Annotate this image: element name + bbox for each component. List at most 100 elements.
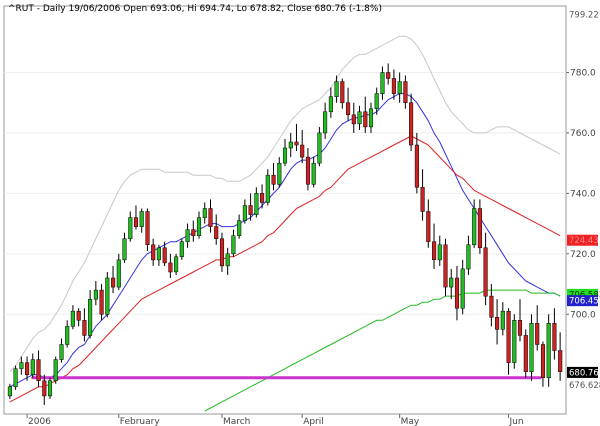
candle-body [88, 298, 93, 336]
candle-body [162, 247, 167, 264]
candle-body [311, 162, 316, 185]
candle-body [191, 229, 196, 236]
candle-body [185, 229, 190, 242]
candle-body [414, 144, 419, 188]
candle-body [443, 244, 448, 288]
candle-body [323, 111, 328, 134]
candle-body [449, 277, 454, 288]
price-tag-box [567, 288, 598, 300]
candle-body [36, 359, 41, 382]
candles-layer [7, 63, 563, 405]
x-tick-label: March [223, 417, 250, 426]
candle-body [397, 81, 402, 94]
candle-body [477, 208, 482, 249]
candle-body [391, 78, 396, 94]
candle-body [426, 211, 431, 242]
candle-body [105, 277, 110, 315]
candle-body [495, 317, 500, 330]
candle-body [420, 187, 425, 212]
candle-body [168, 262, 173, 273]
candle-body [374, 93, 379, 109]
candle-body [59, 344, 64, 360]
candle-body [19, 362, 24, 369]
y-tick-label: 740.0 [570, 189, 596, 199]
candle-body [254, 193, 259, 215]
candle-body [317, 132, 322, 164]
candle-body [483, 247, 488, 297]
grid-layer [4, 71, 566, 315]
moving-average-line-2 [9, 135, 561, 403]
candle-body [346, 102, 351, 116]
candle-body [116, 259, 121, 288]
candle-body [432, 241, 437, 261]
candle-body [512, 320, 517, 363]
candle-body [42, 380, 47, 397]
candle-body [403, 81, 408, 104]
y-tick-label: 720.0 [570, 250, 596, 260]
candle-body [437, 244, 442, 261]
candle-body [529, 323, 534, 372]
candle-body [99, 289, 104, 315]
x-tick-label: February [120, 417, 161, 426]
candle-body [305, 156, 311, 185]
candle-body [351, 114, 356, 125]
candle-body [248, 205, 253, 215]
moving-average-line-3 [204, 289, 561, 412]
chart-header: ^RUT - Daily 19/06/2006 Open 693.06, Hi … [8, 4, 382, 14]
price-tag-box [567, 295, 598, 307]
candle-body [523, 335, 528, 372]
candle-body [174, 256, 179, 273]
candle-body [7, 386, 12, 397]
candle-body [122, 238, 127, 261]
candle-body [265, 174, 270, 203]
candle-body [517, 320, 523, 336]
candle-body [357, 111, 362, 125]
candle-body [128, 217, 133, 240]
candle-body [151, 244, 156, 261]
candle-body [294, 141, 299, 146]
candle-body [70, 310, 75, 327]
candle-body [237, 220, 242, 236]
candle-body [277, 162, 282, 185]
candle-body [409, 102, 414, 146]
price-tag-label: 799.22 [569, 10, 599, 20]
candle-body [242, 205, 247, 221]
candle-body [196, 217, 202, 236]
candle-body [380, 72, 385, 94]
candle-body [328, 96, 333, 113]
candle-body [65, 326, 70, 345]
price-tag-box [567, 366, 598, 378]
candle-body [546, 323, 551, 378]
x-tick-label: May [401, 417, 420, 426]
price-tag-label: 680.76 [569, 368, 599, 378]
candle-body [179, 241, 184, 258]
candle-body [214, 226, 219, 239]
upper-bollinger-band [9, 35, 561, 373]
candle-body [558, 350, 563, 372]
candle-body [472, 208, 477, 246]
candle-body [288, 141, 293, 149]
candle-body [225, 253, 230, 267]
y-tick-label: 700.0 [570, 310, 596, 320]
candle-body [47, 380, 53, 397]
price-tag-label: 706.456 [569, 297, 600, 307]
candle-body [139, 211, 144, 227]
candle-body [334, 81, 339, 97]
candle-body [282, 147, 288, 164]
candle-body [133, 217, 139, 227]
candle-body [340, 81, 345, 104]
candle-body [540, 344, 546, 378]
y-tick-label: 780.0 [570, 68, 596, 78]
candle-body [202, 208, 207, 218]
candle-body [231, 235, 236, 255]
candle-body [500, 310, 505, 330]
candle-body [25, 362, 30, 375]
x-tick-label: Jun [509, 417, 524, 426]
candle-body [489, 295, 494, 318]
candle-body [13, 368, 18, 388]
candle-body [460, 268, 465, 309]
